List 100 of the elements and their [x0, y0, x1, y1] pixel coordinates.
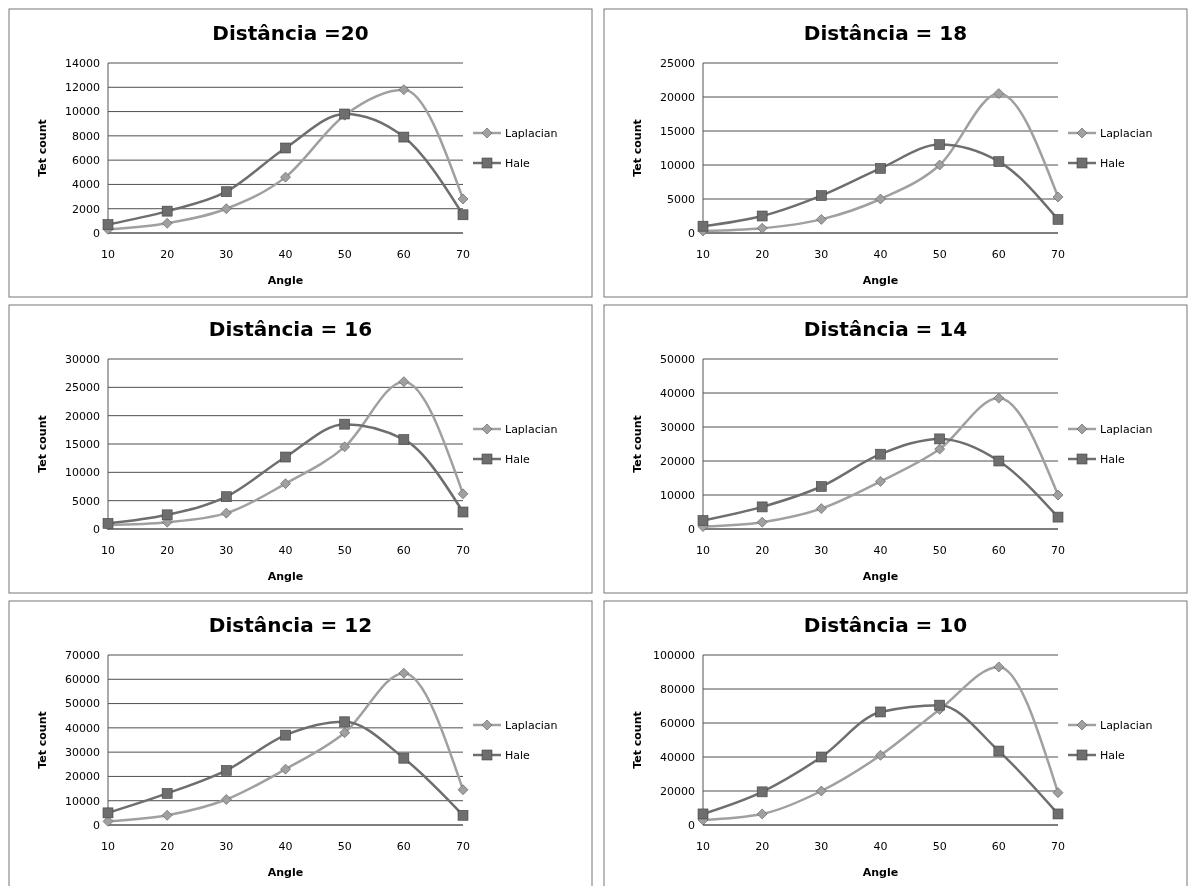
point: [398, 434, 410, 445]
legend-label: Hale: [1100, 748, 1126, 762]
y-axis-title: Tet count: [36, 711, 49, 769]
x-tick-label: 10: [696, 544, 710, 557]
x-tick-label: 50: [337, 840, 352, 853]
point: [339, 418, 350, 430]
x-tick-label: 40: [873, 544, 888, 557]
point: [756, 210, 768, 222]
point: [993, 661, 1005, 673]
y-axis-title: Tet count: [36, 415, 49, 473]
point: [816, 481, 827, 492]
y-tick-label: 0: [688, 226, 695, 240]
y-tick-label: 30000: [660, 420, 695, 434]
x-tick-label: 70: [1051, 544, 1065, 557]
y-axis-title: Tet count: [631, 119, 644, 177]
y-tick-label: 80000: [660, 682, 695, 696]
y-tick-label: 25000: [65, 381, 100, 395]
point: [221, 507, 232, 519]
x-tick-label: 60: [396, 840, 411, 853]
point: [457, 809, 469, 821]
y-tick-label: 0: [93, 818, 100, 832]
point: [280, 451, 291, 463]
legend-label: Laplacian: [505, 718, 558, 732]
point: [1052, 489, 1064, 501]
x-tick-label: 40: [873, 248, 888, 261]
x-tick-label: 30: [814, 840, 829, 853]
point: [221, 765, 232, 776]
point: [457, 193, 469, 205]
point: [339, 716, 350, 728]
x-tick-label: 40: [278, 544, 293, 557]
y-tick-label: 15000: [660, 124, 695, 138]
x-tick-label: 70: [456, 248, 470, 261]
point: [1052, 214, 1064, 225]
chart-title: Distância = 14: [803, 317, 968, 341]
point: [221, 491, 232, 502]
x-tick-label: 10: [101, 544, 115, 557]
point: [280, 729, 291, 741]
point: [934, 699, 945, 711]
y-tick-label: 4000: [72, 178, 100, 192]
y-tick-label: 60000: [65, 673, 100, 687]
y-tick-label: 60000: [660, 716, 695, 730]
legend-label: Hale: [505, 748, 531, 762]
x-axis-title: Angle: [267, 866, 304, 879]
y-tick-label: 40000: [660, 386, 695, 400]
y-tick-label: 2000: [72, 202, 100, 216]
point: [457, 488, 469, 500]
y-tick-label: 20000: [660, 90, 695, 104]
point: [993, 392, 1005, 404]
point: [875, 750, 886, 761]
point: [756, 222, 768, 234]
x-axis-title: Angle: [862, 866, 899, 879]
point: [102, 219, 114, 230]
chart-title: Distância =20: [212, 21, 369, 45]
point: [875, 706, 886, 718]
x-tick-label: 50: [932, 840, 947, 853]
point: [457, 209, 469, 221]
point: [697, 808, 709, 820]
y-tick-label: 10000: [65, 105, 100, 119]
point: [1052, 787, 1064, 798]
point: [280, 478, 291, 489]
point: [1052, 808, 1064, 820]
x-tick-label: 60: [396, 248, 411, 261]
x-tick-label: 50: [337, 248, 352, 261]
y-tick-label: 20000: [65, 770, 100, 784]
point: [934, 139, 945, 150]
x-tick-label: 20: [755, 248, 770, 261]
point: [934, 443, 945, 455]
y-tick-label: 10000: [65, 794, 100, 808]
legend-label: Hale: [1100, 156, 1126, 170]
point: [398, 667, 410, 679]
x-tick-label: 50: [932, 248, 947, 261]
x-tick-label: 30: [814, 248, 829, 261]
y-axis-title: Tet count: [36, 119, 49, 177]
x-tick-label: 50: [932, 544, 947, 557]
legend-label: Hale: [1100, 452, 1126, 466]
point: [934, 433, 945, 445]
y-tick-label: 0: [93, 522, 100, 536]
x-tick-label: 40: [278, 248, 293, 261]
y-tick-label: 40000: [660, 750, 695, 764]
point: [457, 506, 469, 518]
point: [993, 455, 1005, 467]
point: [875, 163, 886, 174]
y-tick-label: 50000: [65, 697, 100, 711]
y-tick-label: 0: [688, 818, 695, 832]
point: [1052, 511, 1064, 523]
x-tick-label: 30: [219, 840, 234, 853]
legend-label: Laplacian: [505, 422, 558, 436]
point: [161, 809, 173, 821]
point: [816, 190, 827, 201]
y-tick-label: 70000: [65, 648, 100, 662]
x-tick-label: 20: [755, 840, 770, 853]
x-tick-label: 40: [873, 840, 888, 853]
point: [161, 217, 173, 229]
x-tick-label: 50: [337, 544, 352, 557]
point: [398, 84, 410, 96]
x-axis-title: Angle: [267, 570, 304, 583]
x-tick-label: 10: [696, 840, 710, 853]
x-tick-label: 30: [814, 544, 829, 557]
point: [398, 752, 410, 764]
point: [756, 808, 768, 820]
